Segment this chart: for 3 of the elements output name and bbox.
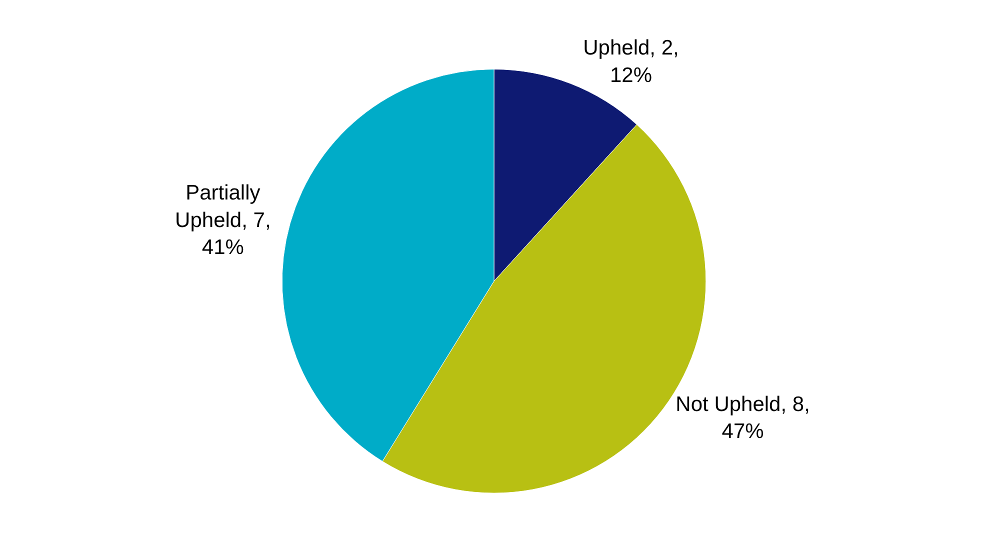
slice-label: Upheld, 2, 12% (583, 36, 679, 87)
slice-label: Not Upheld, 8, 47% (676, 392, 810, 444)
slice-label: Partially Upheld, 7, 41% (175, 181, 271, 260)
